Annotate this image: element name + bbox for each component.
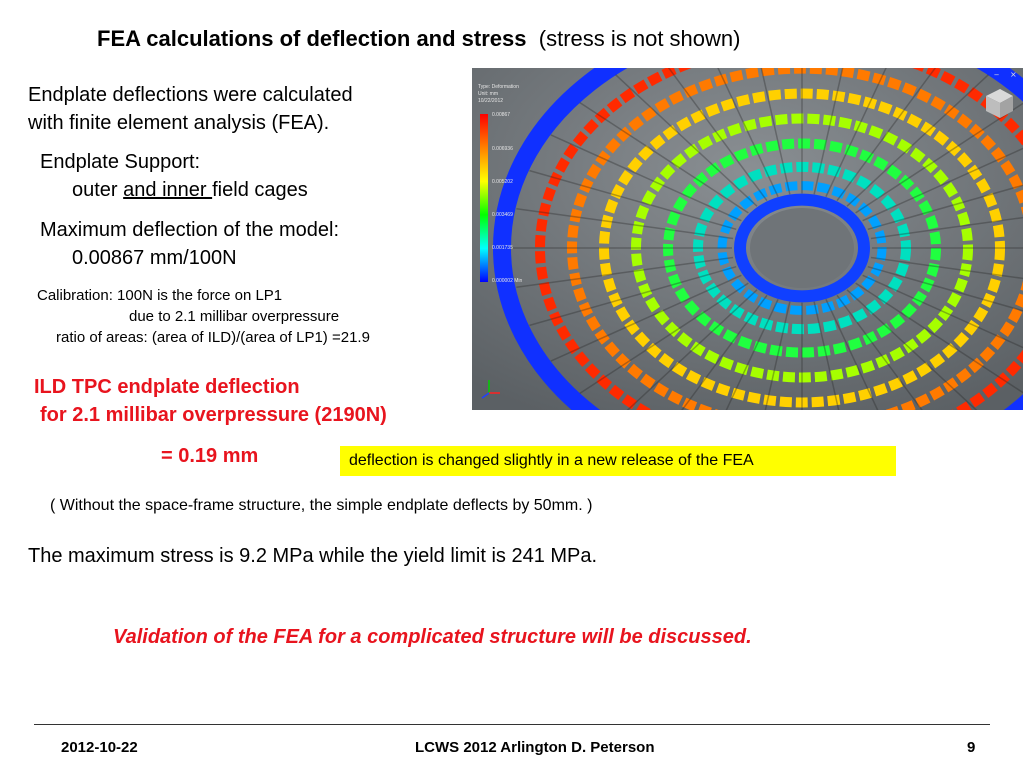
- validation-note: Validation of the FEA for a complicated …: [113, 626, 752, 648]
- legend-color-bar: [480, 114, 488, 282]
- calibration-line-2: due to 2.1 millibar overpressure: [129, 308, 340, 325]
- footer-page-number: 9: [967, 739, 976, 756]
- fea-ring: [567, 68, 1023, 410]
- fea-ring: [599, 88, 1005, 408]
- calibration-line-1: Calibration: 100N is the force on LP1: [37, 287, 283, 304]
- fea-spoke: [550, 134, 742, 222]
- fea-render: Type: Deformation Unit: mm 10/22/2012 0.…: [472, 68, 1023, 410]
- support-suffix: field cages: [212, 179, 308, 201]
- without-note: ( Without the space-frame structure, the…: [50, 497, 593, 514]
- legend-tick-6: 0.000002 Min: [492, 278, 523, 284]
- legend-tick-4: 0.003469: [492, 212, 513, 218]
- stress-statement: The maximum stress is 9.2 MPa while the …: [28, 545, 598, 567]
- window-controls-icon[interactable]: ‒ ×: [994, 70, 1017, 79]
- fea-spoke: [813, 68, 844, 195]
- svg-text:×: ×: [1010, 70, 1017, 79]
- fea-spoke: [626, 289, 758, 410]
- fea-spoke: [836, 68, 937, 202]
- max-deflection-value: 0.00867 mm/100N: [72, 247, 237, 269]
- slide-title-note: (stress is not shown): [538, 26, 741, 51]
- fea-spoke: [855, 102, 1023, 214]
- fea-spoke: [579, 282, 749, 395]
- view-cube-icon[interactable]: [986, 89, 1013, 118]
- ild-result: = 0.19 mm: [161, 445, 259, 467]
- max-deflection-heading: Maximum deflection of the model:: [40, 219, 340, 241]
- fea-spoke: [862, 147, 1023, 222]
- intro-line-1: Endplate deflections were calculated: [28, 84, 353, 106]
- fea-spoke: [846, 74, 989, 207]
- fea-spoke: [717, 68, 779, 198]
- slide-title-bold: FEA calculations of deflection and stres…: [97, 26, 527, 51]
- legend-tick-2: 0.006936: [492, 146, 513, 152]
- footer-center: LCWS 2012 Arlington D. Peterson: [415, 739, 655, 756]
- max-deflection-block: Maximum deflection of the model: 0.00867…: [40, 216, 339, 272]
- fea-ring: [663, 138, 941, 358]
- fea-spoke: [862, 274, 1023, 349]
- axis-triad-icon: [481, 380, 500, 399]
- legend-header-1: Type: Deformation: [478, 84, 519, 90]
- fea-spoke: [870, 216, 1023, 240]
- fea-spoke: [764, 301, 791, 410]
- support-detail: outer and inner field cages: [40, 176, 308, 204]
- fea-spoke: [867, 265, 1023, 312]
- legend-header-3: 10/22/2012: [478, 98, 503, 104]
- fea-spoke: [516, 256, 734, 289]
- ild-line-1: ILD TPC endplate deflection: [34, 376, 300, 398]
- support-heading: Endplate Support:: [40, 151, 201, 173]
- fea-spoke: [760, 68, 791, 195]
- fea-ring: [631, 113, 973, 383]
- slide-title: FEA calculations of deflection and stres…: [97, 26, 740, 52]
- legend-tick-3: 0.005202: [492, 179, 513, 185]
- fea-ring: [734, 193, 870, 303]
- intro-line-2: with finite element analysis (FEA).: [28, 112, 330, 134]
- note-box: deflection is changed slightly in a new …: [340, 446, 896, 476]
- fea-spoke: [529, 265, 737, 327]
- svg-text:‒: ‒: [994, 70, 999, 79]
- fea-ring: [717, 181, 887, 315]
- support-block: Endplate Support: outer and inner field …: [40, 148, 308, 204]
- fea-spoke: [867, 184, 1023, 231]
- fea-ring: [693, 161, 911, 335]
- calibration-line-3: ratio of areas: (area of ILD)/(area of L…: [56, 329, 370, 346]
- fea-spoke: [615, 74, 758, 207]
- ild-line-2: for 2.1 millibar overpressure (2190N): [40, 404, 387, 426]
- fea-spoke: [846, 289, 978, 410]
- fea-spoke: [550, 274, 742, 362]
- calibration-block: Calibration: 100N is the force on LP1 du…: [37, 285, 370, 348]
- fea-ring: [493, 68, 1023, 410]
- intro-text: Endplate deflections were calculated wit…: [28, 81, 353, 137]
- fea-spoke: [813, 301, 840, 410]
- fea-spoke: [825, 298, 879, 410]
- legend-tick-1: 0.00867: [492, 112, 510, 118]
- footer-date: 2012-10-22: [61, 739, 138, 756]
- fea-spoke: [667, 68, 768, 202]
- fea-spoke: [870, 256, 1023, 280]
- fea-spoke: [855, 282, 1023, 394]
- fea-spoke: [836, 294, 923, 410]
- footer-divider: [34, 724, 990, 725]
- fea-spoke: [725, 298, 779, 410]
- fea-spoke: [529, 169, 737, 231]
- fea-spoke: [825, 68, 887, 198]
- legend-tick-5: 0.001735: [492, 245, 513, 251]
- support-prefix: outer: [72, 179, 124, 201]
- support-underlined: and inner: [123, 179, 213, 201]
- fea-inner-hole: [750, 208, 854, 288]
- legend-header-2: Unit: mm: [478, 91, 498, 97]
- fea-spoke: [579, 101, 749, 214]
- fea-deflection-image: Type: Deformation Unit: mm 10/22/2012 0.…: [472, 68, 1023, 410]
- fea-spoke: [516, 207, 734, 240]
- fea-spoke: [681, 294, 768, 410]
